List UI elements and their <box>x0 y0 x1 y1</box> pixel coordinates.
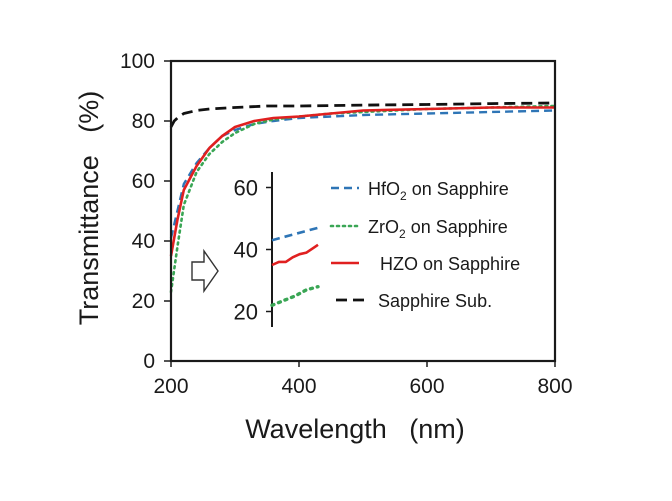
series-line-2 <box>169 106 555 257</box>
x-tick-label-1: 400 <box>281 375 316 398</box>
series-line-0 <box>169 109 556 239</box>
x-tick-label-3: 800 <box>537 375 572 398</box>
zoom-arrow-icon <box>191 248 219 294</box>
inset-tick-label-0: 20 <box>234 300 258 325</box>
series-line-1 <box>169 104 557 294</box>
inset-chart: 20 40 60 <box>191 172 320 327</box>
inset-series-line-0 <box>271 226 319 242</box>
legend-label-0: HfO2 on Sapphire <box>368 179 509 203</box>
y-tick-label-4: 80 <box>132 110 155 133</box>
plot-frame <box>169 59 557 363</box>
inset-series-line-2 <box>271 243 319 267</box>
inset-tick-label-2: 60 <box>234 176 258 201</box>
y-tick-label-1: 20 <box>132 290 155 313</box>
legend: HfO2 on Sapphire ZrO2 on Sapphire HZO on S… <box>329 179 520 311</box>
plot-curves <box>169 101 557 294</box>
x-tick-label-0: 200 <box>153 375 188 398</box>
y-tick-label-0: 0 <box>143 350 155 373</box>
legend-label-1: ZrO2 on Sapphire <box>368 217 508 241</box>
y-tick-label-2: 40 <box>132 230 155 253</box>
x-tick-label-2: 600 <box>409 375 444 398</box>
y-tick-label-5: 100 <box>120 50 155 73</box>
y-axis-label: Transmittance (%) <box>74 91 104 326</box>
axes: 0 20 40 60 80 100 200 400 600 800 <box>120 50 573 398</box>
inset-tick-label-1: 40 <box>234 238 258 263</box>
legend-label-3: Sapphire Sub. <box>378 291 492 311</box>
series-line-3 <box>169 101 556 128</box>
legend-label-2: HZO on Sapphire <box>380 254 520 274</box>
y-tick-label-3: 60 <box>132 170 155 193</box>
x-axis-label: Wavelength (nm) <box>245 414 465 444</box>
inset-series-line-1 <box>270 285 320 307</box>
